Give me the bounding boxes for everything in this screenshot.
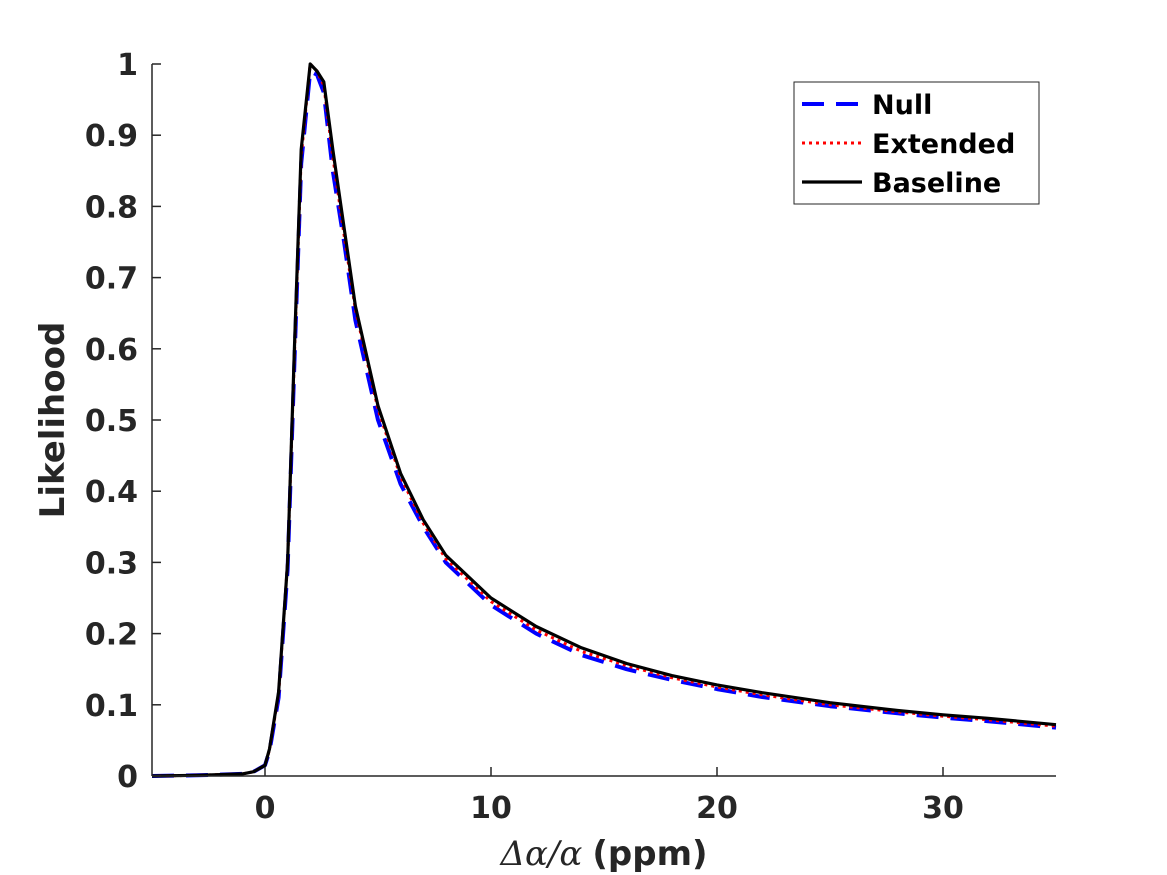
legend-entries: Null Extended Baseline (802, 90, 1015, 199)
y-tick-label: 0 (117, 760, 138, 795)
y-axis-title: Likelihood (33, 322, 73, 519)
y-tick-label: 1 (117, 48, 138, 83)
plot-lines (151, 62, 1057, 778)
x-axis-title-unit: (ppm) (592, 834, 707, 874)
legend-label-null: Null (872, 90, 932, 121)
x-tick-label: 10 (470, 791, 512, 826)
x-ticks: 0 10 20 30 (255, 767, 964, 826)
y-tick-label: 0.6 (85, 333, 138, 368)
y-tick-label: 0.1 (85, 689, 138, 724)
y-tick-label: 0.5 (85, 404, 138, 439)
legend-label-baseline: Baseline (872, 168, 1001, 199)
y-tick-label: 0.9 (85, 119, 138, 154)
y-tick-label: 0.8 (85, 190, 138, 225)
legend: Null Extended Baseline (793, 81, 1040, 205)
series-line-baseline (151, 62, 1057, 778)
x-axis-title: Δα/α (ppm) (498, 834, 707, 874)
y-tick-label: 0.7 (85, 262, 138, 297)
y-tick-label: 0.4 (85, 475, 138, 510)
x-tick-label: 20 (696, 791, 738, 826)
y-tick-label: 0.3 (85, 546, 138, 581)
legend-label-extended: Extended (872, 129, 1015, 160)
y-ticks: 0 0.1 0.2 0.3 0.4 0.5 0.6 0.7 0.8 0.9 1 (85, 48, 161, 795)
x-axis-title-symbol: Δα/α (498, 834, 582, 874)
x-tick-label: 0 (255, 791, 276, 826)
legend-box (793, 81, 1040, 205)
y-tick-label: 0.2 (85, 618, 138, 653)
x-tick-label: 30 (922, 791, 964, 826)
